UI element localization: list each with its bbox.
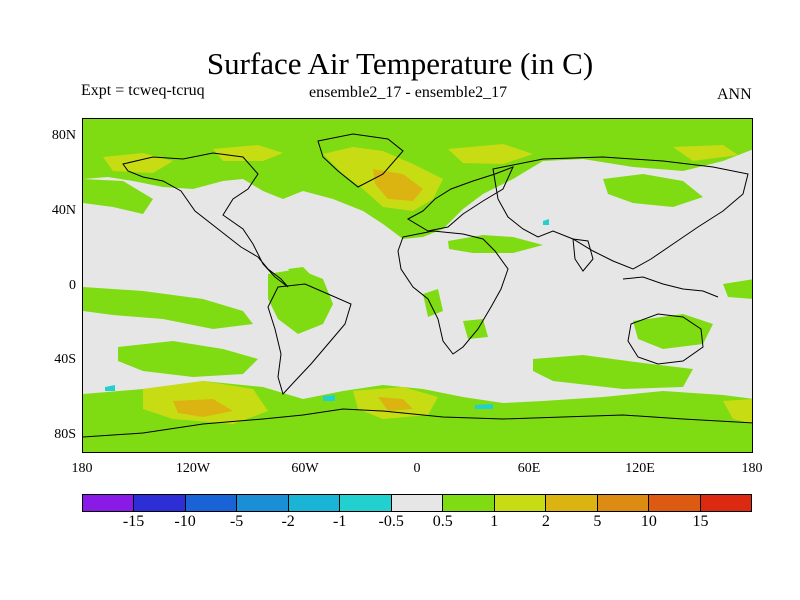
x-tick-0: 0 xyxy=(413,461,421,476)
colorbar-swatch xyxy=(185,495,238,511)
map-plot-area xyxy=(82,118,753,453)
colorbar-label: -15 xyxy=(122,513,145,530)
colorbar-label: 0.5 xyxy=(432,513,453,530)
y-tick-40n: 40N xyxy=(51,203,76,218)
colorbar-label: -1 xyxy=(333,513,347,530)
colorbar-swatch xyxy=(340,495,392,511)
colorbar-swatch xyxy=(597,495,650,511)
x-tick-60w: 60W xyxy=(291,461,319,476)
colorbar-swatch xyxy=(288,495,341,511)
colorbar-label: 1 xyxy=(490,513,499,530)
colorbar-label: 10 xyxy=(640,513,657,530)
colorbar-label: 5 xyxy=(593,513,602,530)
colorbar-swatch xyxy=(134,495,186,511)
colorbar-swatch xyxy=(443,495,495,511)
colorbar-swatch xyxy=(391,495,444,511)
colorbar-swatch xyxy=(546,495,598,511)
anomaly-regions xyxy=(83,119,752,452)
plot-title: Surface Air Temperature (in C) xyxy=(206,46,594,81)
colorbar-label: -0.5 xyxy=(378,513,404,530)
colorbar-label: 15 xyxy=(692,513,709,530)
y-tick-40s: 40S xyxy=(54,352,76,367)
colorbar-label: -5 xyxy=(229,513,244,530)
experiment-label: Expt = tcweq-tcruq xyxy=(81,82,205,99)
temperature-map xyxy=(83,119,752,452)
x-tick-180e: 180 xyxy=(741,461,763,476)
colorbar-swatch xyxy=(700,495,752,511)
period-label: ANN xyxy=(717,86,752,103)
colorbar-label: 2 xyxy=(541,513,550,530)
colorbar-swatch xyxy=(237,495,289,511)
ensemble-label: ensemble2_17 - ensemble2_17 xyxy=(309,84,508,101)
x-tick-120e: 120E xyxy=(625,461,655,476)
colorbar-swatch xyxy=(83,495,135,511)
y-tick-80n: 80N xyxy=(51,128,76,143)
x-tick-180w: 180 xyxy=(71,461,93,476)
colorbar xyxy=(82,494,752,512)
colorbar-swatch xyxy=(494,495,547,511)
coastlines xyxy=(83,133,752,438)
x-tick-60e: 60E xyxy=(517,461,541,476)
colorbar-label: -2 xyxy=(281,513,295,530)
colorbar-swatch xyxy=(649,495,701,511)
colorbar-label: -10 xyxy=(174,513,196,530)
y-tick-0: 0 xyxy=(69,278,76,293)
x-tick-120w: 120W xyxy=(175,461,211,476)
y-tick-80s: 80S xyxy=(54,427,76,442)
